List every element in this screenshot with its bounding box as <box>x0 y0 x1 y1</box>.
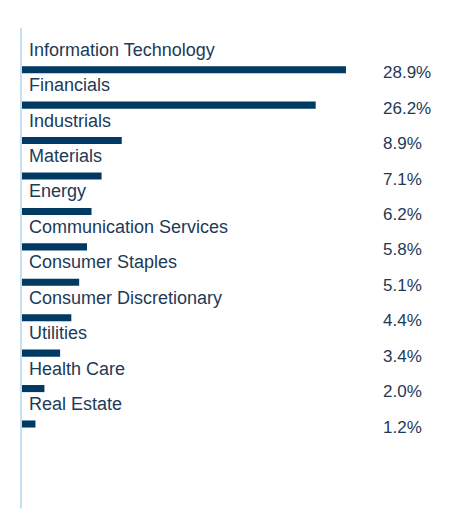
svg-text:Real Estate: Real Estate <box>29 394 122 414</box>
svg-text:7.1%: 7.1% <box>383 170 422 189</box>
svg-text:28.9%: 28.9% <box>383 63 431 82</box>
svg-text:Utilities: Utilities <box>29 323 87 343</box>
svg-text:Energy: Energy <box>29 181 86 201</box>
svg-text:3.4%: 3.4% <box>383 347 422 366</box>
svg-text:Information Technology: Information Technology <box>29 40 215 60</box>
svg-text:Communication Services: Communication Services <box>29 217 228 237</box>
svg-text:Health Care: Health Care <box>29 359 125 379</box>
svg-text:1.2%: 1.2% <box>383 418 422 437</box>
svg-text:8.9%: 8.9% <box>383 134 422 153</box>
svg-text:2.0%: 2.0% <box>383 382 422 401</box>
svg-text:Materials: Materials <box>29 146 102 166</box>
svg-text:5.1%: 5.1% <box>383 276 422 295</box>
svg-text:Consumer Discretionary: Consumer Discretionary <box>29 288 222 308</box>
svg-text:Financials: Financials <box>29 75 110 95</box>
svg-text:Consumer Staples: Consumer Staples <box>29 252 177 272</box>
svg-text:6.2%: 6.2% <box>383 205 422 224</box>
svg-text:26.2%: 26.2% <box>383 99 431 118</box>
svg-text:Industrials: Industrials <box>29 111 111 131</box>
svg-text:4.4%: 4.4% <box>383 311 422 330</box>
svg-text:5.8%: 5.8% <box>383 240 422 259</box>
